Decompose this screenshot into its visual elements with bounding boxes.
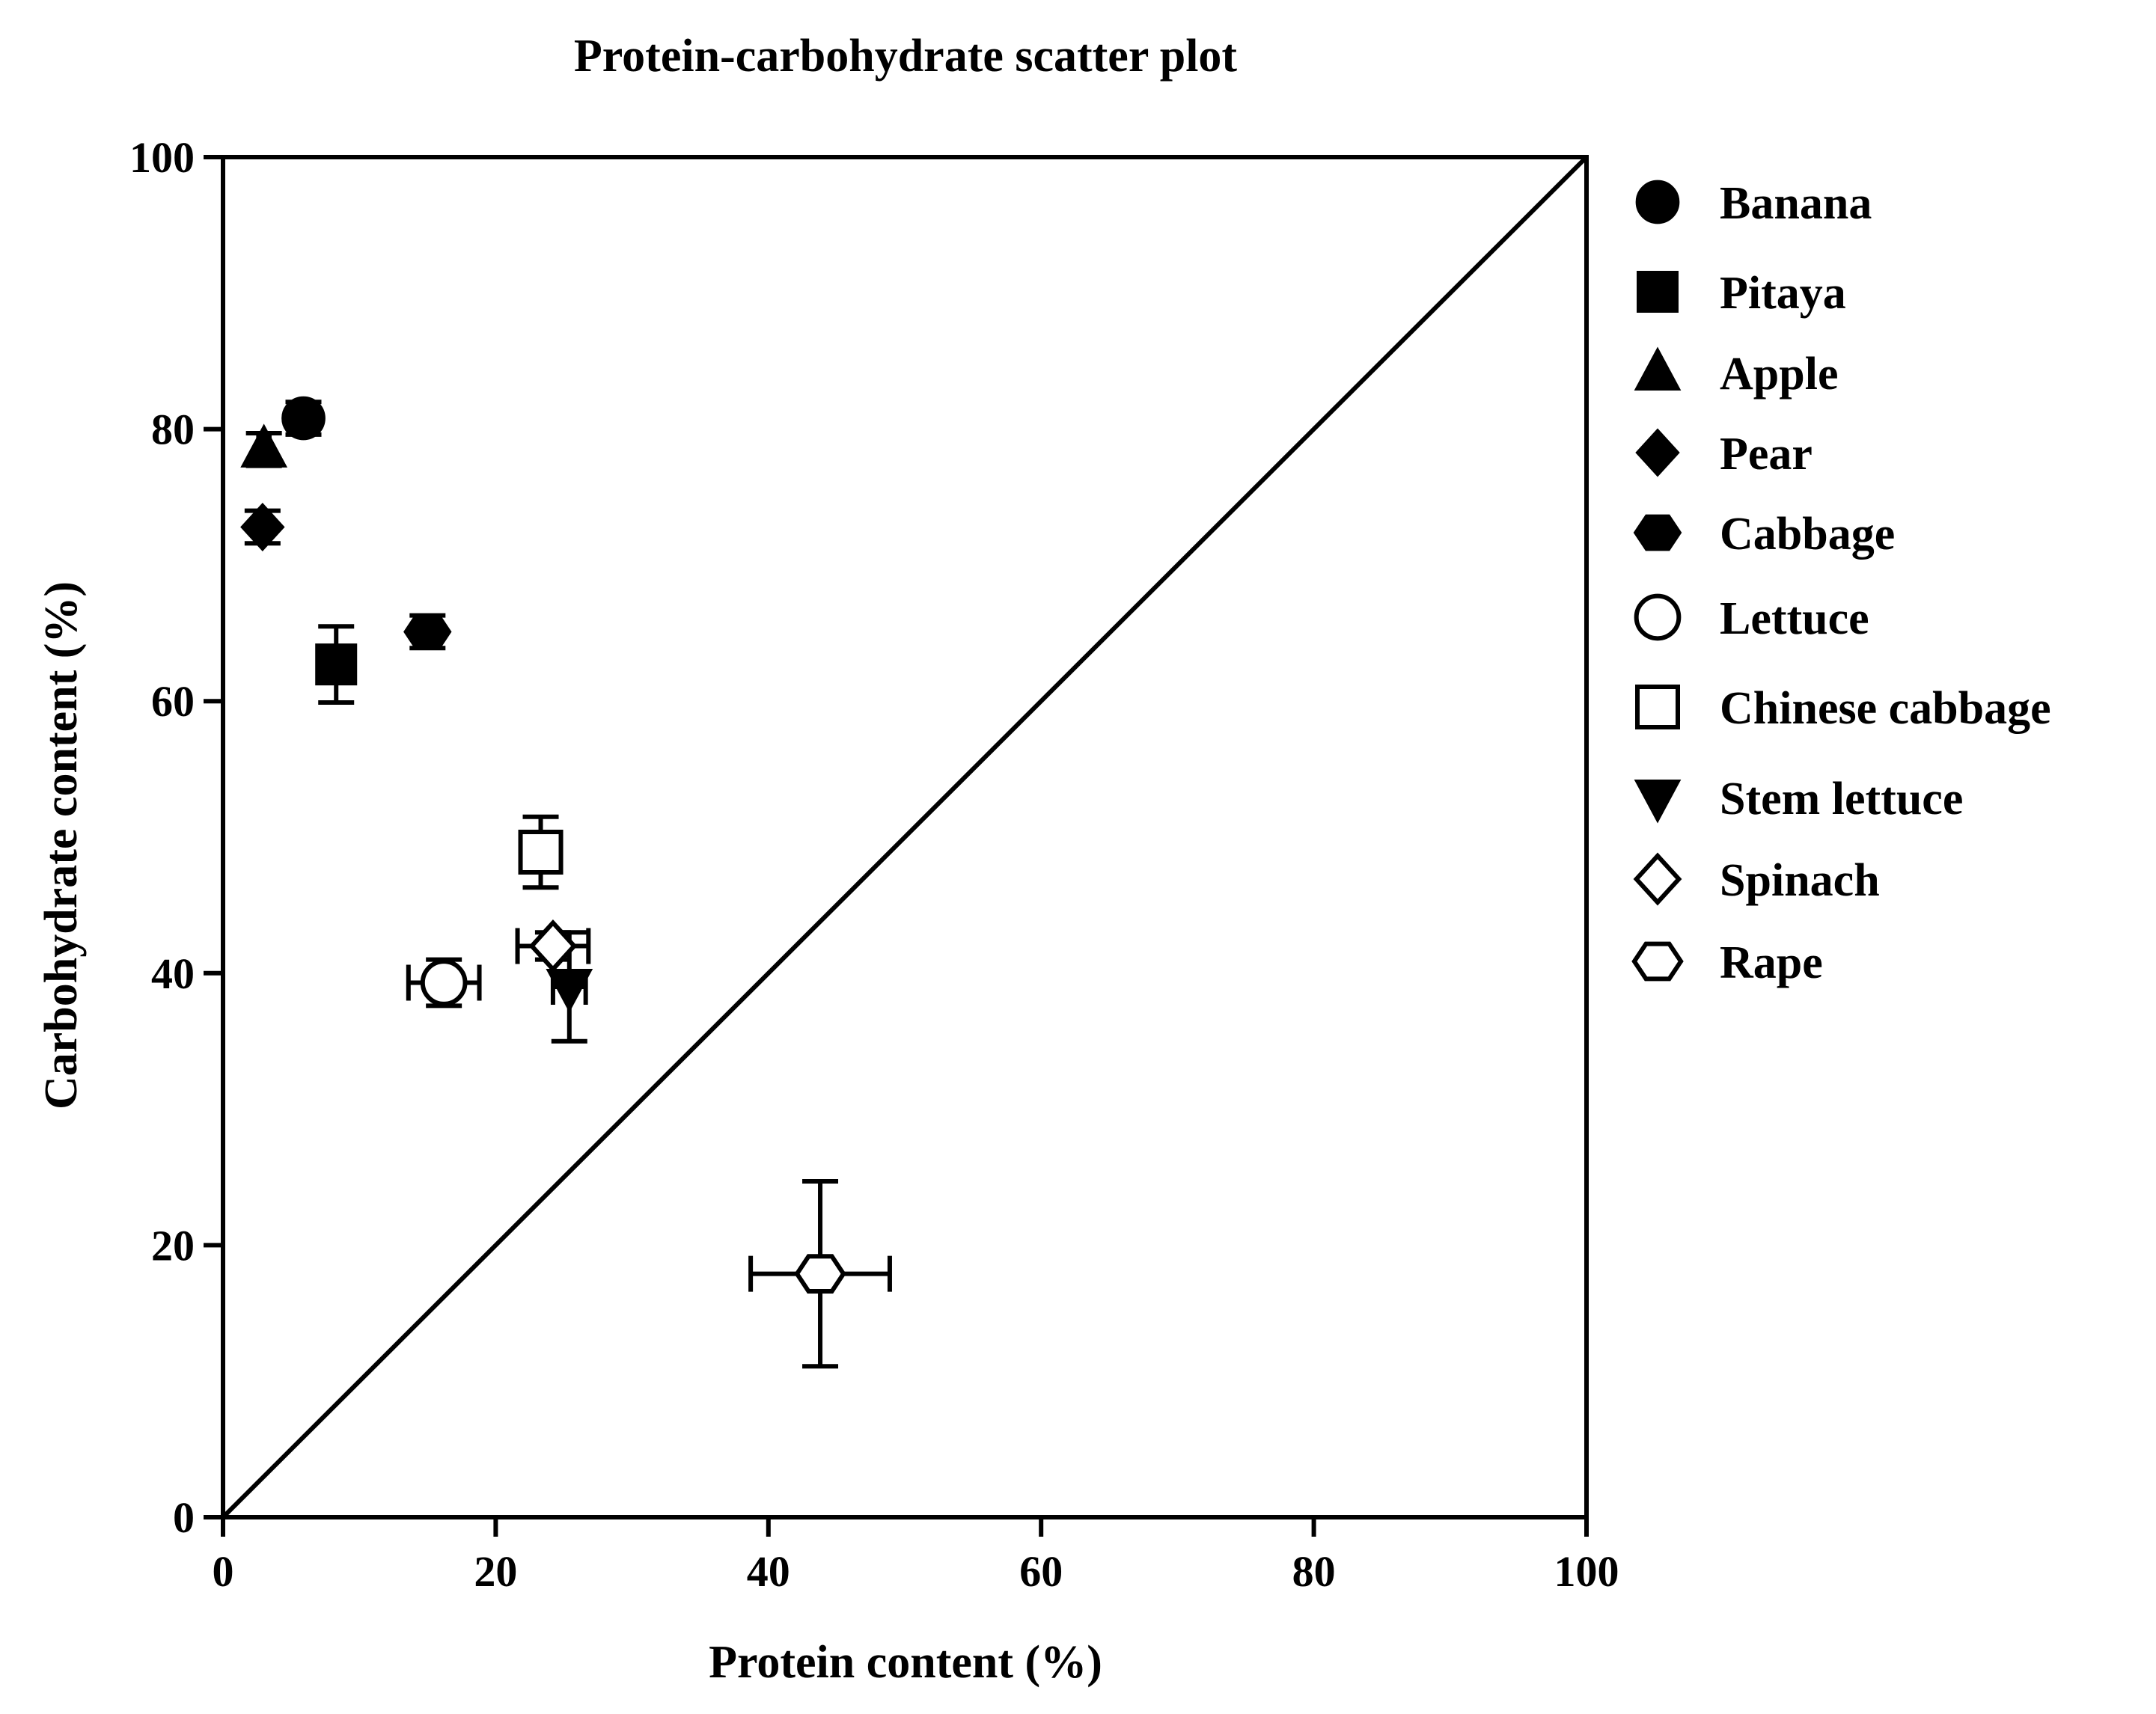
point-banana: [281, 396, 326, 441]
legend-marker-banana: [1635, 180, 1680, 224]
legend-marker-lettuce: [1634, 593, 1682, 641]
y-tick-label: 40: [151, 949, 195, 998]
legend-marker-spinach: [1633, 852, 1682, 906]
legend-label-pitaya: Pitaya: [1720, 268, 1846, 319]
legend-item-banana: Banana: [1635, 178, 1872, 229]
legend-label-stem-lettuce: Stem lettuce: [1720, 774, 1963, 824]
legend-marker-stem-lettuce: [1634, 780, 1682, 824]
legend-marker-pear: [1635, 428, 1680, 477]
reference-line: [221, 155, 1589, 1519]
marker-cabbage: [403, 613, 452, 650]
point-lettuce: [406, 957, 482, 1008]
legend-item-apple: Apple: [1634, 346, 1838, 400]
legend-label-apple: Apple: [1720, 349, 1838, 400]
point-spinach: [515, 919, 591, 973]
point-cabbage: [403, 613, 452, 651]
marker-spinach: [528, 919, 578, 973]
legend-label-chinese-cabbage: Chinese cabbage: [1720, 683, 2051, 734]
legend-label-cabbage: Cabbage: [1720, 509, 1895, 560]
legend-item-spinach: Spinach: [1633, 852, 1880, 906]
chart-title: Protein-carbohydrate scatter plot: [574, 31, 1238, 82]
y-tick-label: 20: [151, 1221, 195, 1270]
marker-rape: [794, 1254, 846, 1294]
point-pitaya: [315, 624, 358, 706]
x-tick-label: 40: [747, 1547, 790, 1596]
x-tick-label: 0: [213, 1547, 234, 1596]
y-tick-label: 80: [151, 405, 195, 454]
point-chinese-cabbage: [518, 814, 564, 890]
legend-label-rape: Rape: [1720, 937, 1823, 988]
legend-label-spinach: Spinach: [1720, 855, 1880, 906]
y-tick-label: 100: [129, 133, 195, 182]
point-apple: [240, 423, 288, 468]
legend-item-pitaya: Pitaya: [1637, 268, 1846, 319]
legend-label-lettuce: Lettuce: [1720, 593, 1869, 644]
x-tick-label: 80: [1292, 1547, 1336, 1596]
marker-chinese-cabbage: [518, 830, 564, 875]
marker-banana: [281, 396, 326, 441]
x-tick-label: 100: [1554, 1547, 1619, 1596]
legend-marker-chinese-cabbage: [1635, 685, 1680, 729]
point-pear: [240, 502, 285, 552]
plot-area: 00 20 20 40 40 60 60 80 80 100 100: [129, 133, 1619, 1596]
marker-pear: [240, 502, 285, 552]
legend-item-cabbage: Cabbage: [1633, 509, 1895, 560]
legend-label-pear: Pear: [1720, 429, 1813, 480]
point-rape: [748, 1178, 892, 1369]
x-tick-label: 60: [1019, 1547, 1063, 1596]
y-tick-label: 0: [173, 1493, 195, 1542]
y-axis-label: Carbohydrate content (%): [36, 581, 87, 1109]
legend-item-pear: Pear: [1635, 428, 1813, 480]
legend-item-stem-lettuce: Stem lettuce: [1634, 774, 1963, 824]
legend-item-chinese-cabbage: Chinese cabbage: [1635, 683, 2051, 734]
x-axis-label: Protein content (%): [709, 1637, 1102, 1688]
marker-pitaya: [315, 643, 358, 686]
legend-marker-cabbage: [1633, 514, 1682, 551]
legend: Banana Pitaya Apple Pear Cabbage Lettuce Chine…: [1631, 178, 2051, 988]
legend-item-lettuce: Lettuce: [1634, 593, 1869, 644]
legend-marker-apple: [1634, 346, 1682, 391]
legend-label-banana: Banana: [1720, 178, 1872, 229]
legend-marker-rape: [1631, 941, 1684, 982]
legend-item-rape: Rape: [1631, 937, 1823, 988]
marker-apple: [240, 423, 288, 468]
legend-marker-pitaya: [1637, 271, 1679, 313]
marker-lettuce: [420, 959, 468, 1006]
x-tick-label: 20: [474, 1547, 517, 1596]
marker-stem-lettuce: [546, 969, 593, 1013]
y-tick-label: 60: [151, 677, 195, 726]
